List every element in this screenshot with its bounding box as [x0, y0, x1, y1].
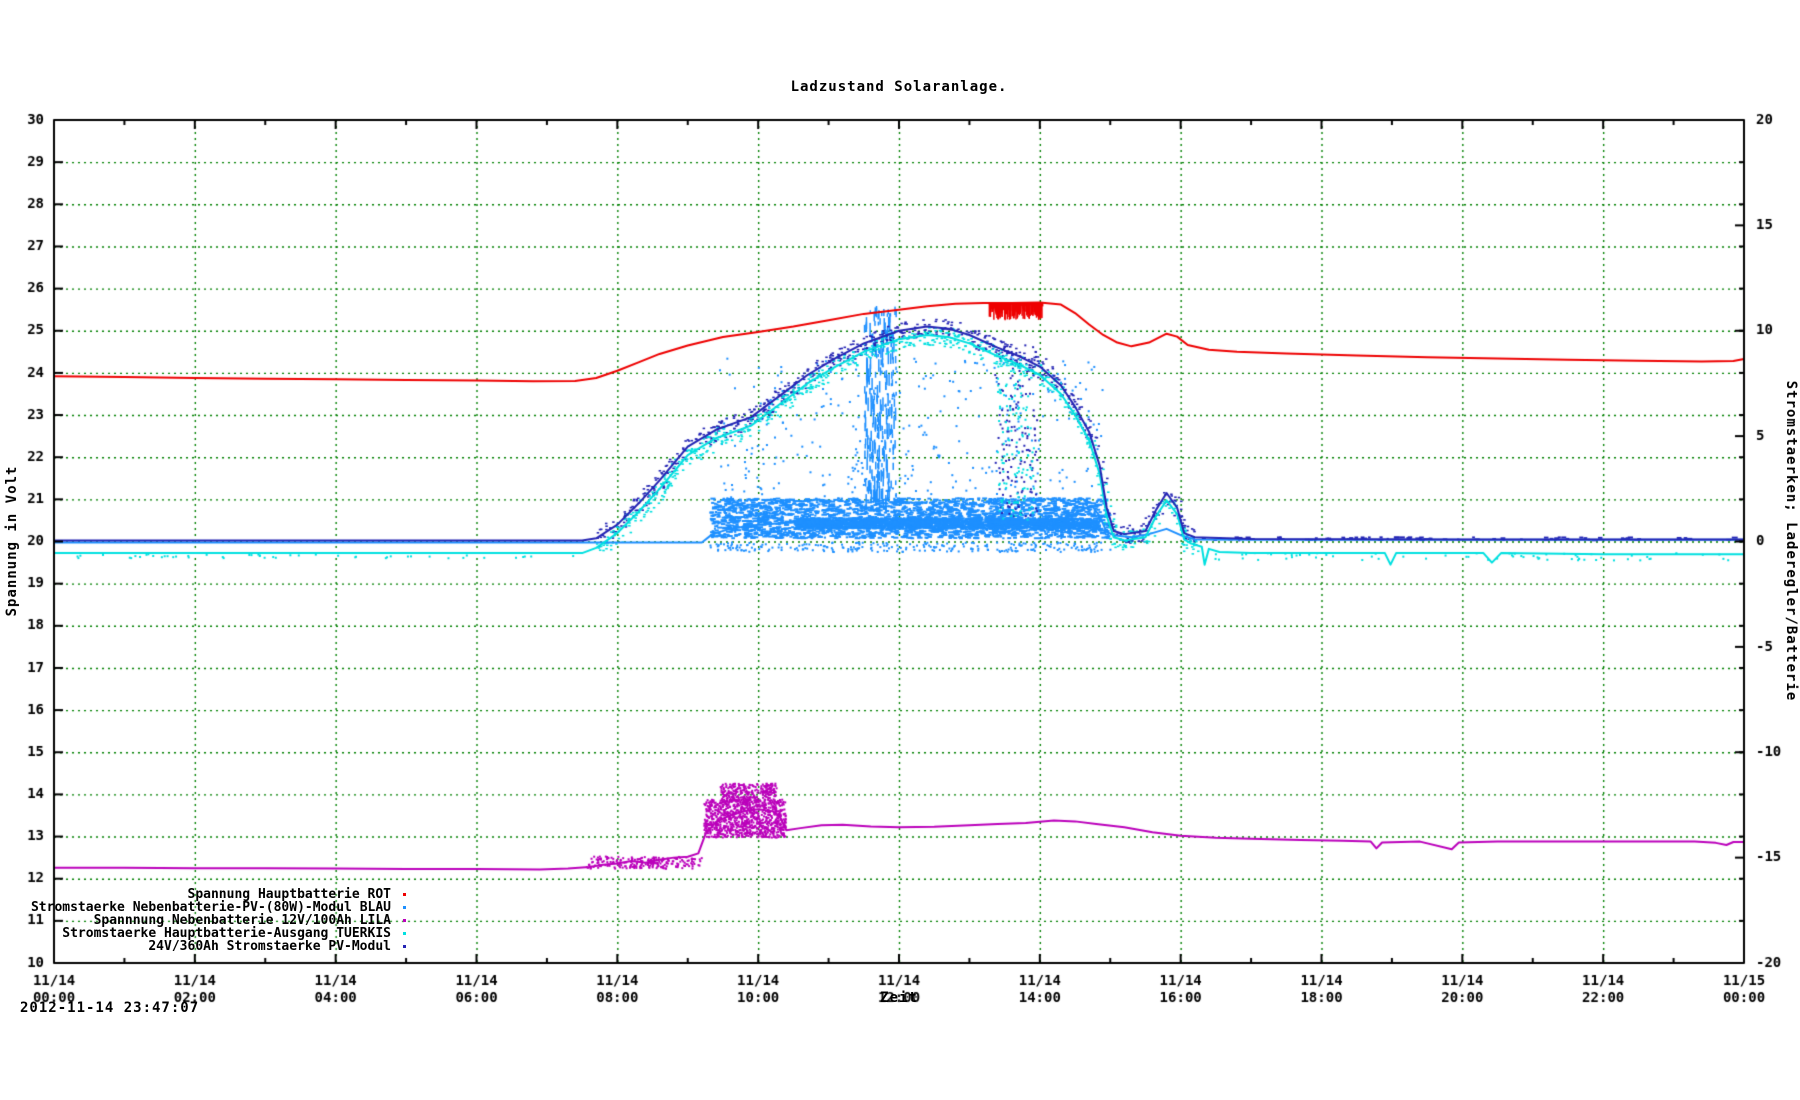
legend-entry-tuerkis: Stromstaerke Hauptbatterie-Ausgang TUERK…	[0, 927, 412, 940]
legend-marker-navy-dot	[403, 945, 406, 948]
legend-label: 24V/360Ah Stromstaerke PV-Modul	[148, 939, 391, 954]
legend-entry-blau: Stromstaerke Nebenbatterie-PV-(80W)-Modu…	[0, 901, 412, 914]
legend-marker-lila-dot	[403, 919, 406, 922]
legend-marker-blue-dot	[403, 906, 406, 909]
legend-label: Stromstaerke Nebenbatterie-PV-(80W)-Modu…	[30, 900, 391, 915]
y-axis-title-left: Spannung in Volt	[4, 465, 20, 617]
legend-entry-rot: Spannung Hauptbatterie ROT	[0, 888, 412, 901]
legend-marker-red-dot	[403, 893, 406, 896]
legend: Spannung Hauptbatterie ROT Stromstaerke …	[0, 888, 412, 953]
legend-marker-tuerkis-dot	[403, 932, 406, 935]
legend-label: Spannnung Nebenbatterie 12V/100Ah LILA	[93, 913, 391, 928]
chart-title: Ladzustand Solaranlage.	[790, 79, 1008, 95]
legend-label: Stromstaerke Hauptbatterie-Ausgang TUERK…	[62, 926, 391, 941]
x-axis-title: Zeit	[880, 990, 918, 1006]
timestamp: 2012-11-14 23:47:07	[20, 1000, 200, 1016]
y-axis-title-right: Stromstaerken; Laderegler/Batterie	[1783, 380, 1799, 702]
legend-label: Spannung Hauptbatterie ROT	[187, 887, 392, 902]
legend-entry-lila: Spannnung Nebenbatterie 12V/100Ah LILA	[0, 914, 412, 927]
legend-entry-pv-modul: 24V/360Ah Stromstaerke PV-Modul	[0, 940, 412, 953]
